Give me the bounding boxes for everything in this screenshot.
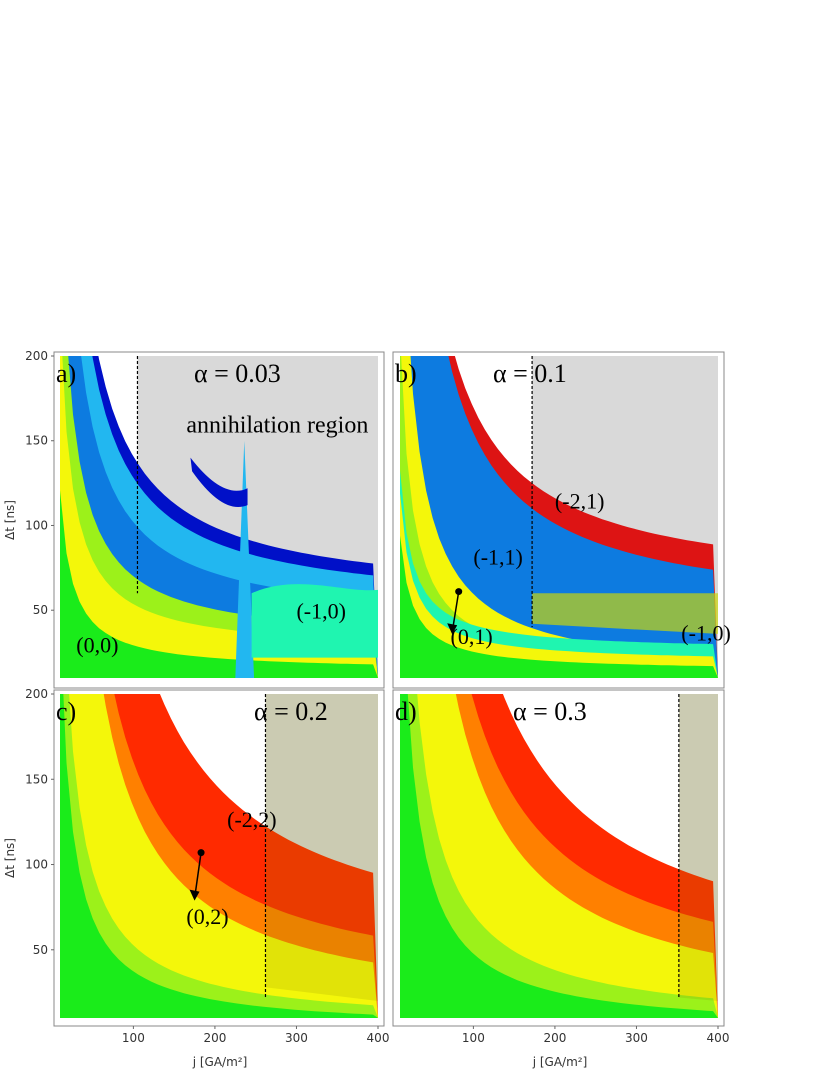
plot-area (400, 356, 718, 678)
arrow-head (447, 623, 458, 635)
panel-label: a) (56, 359, 76, 388)
panel-b: b) α = 0.1 (-2,1) (-1,1) (0,1) (-1,0) (392, 351, 731, 689)
panel-label: c) (56, 697, 76, 726)
plot-area (60, 356, 378, 678)
panel-a: 50 100 150 200 a) α = 0.03 annihilation region… (25, 349, 385, 689)
panel-label: d) (395, 697, 417, 726)
alpha-label: α = 0.03 (194, 359, 281, 388)
y-tick-label: 100 (25, 518, 48, 532)
panel-d: 100 200 300 400 d) α = 0.3 (392, 689, 730, 1045)
panel-frame (53, 689, 385, 1027)
y-axis-label-bottom: Δt [ns] (3, 838, 17, 878)
panel-label: b) (395, 359, 417, 388)
overlap-region (265, 694, 378, 1001)
y-tick-label: 150 (25, 772, 48, 786)
region-label: (-1,0) (681, 621, 730, 646)
panel-frame (392, 689, 725, 1027)
region-label: (0,2) (186, 904, 228, 929)
x-tick-label: 100 (122, 1031, 145, 1045)
y-tick-label: 150 (25, 434, 48, 448)
panel-c: 50 100 150 200 100 200 300 400 c) α = 0.2 (-2,2) (0… (25, 687, 390, 1045)
band-lightgreen (60, 356, 378, 678)
band-green (400, 535, 718, 678)
alpha-label: α = 0.1 (493, 359, 567, 388)
panel-frame (53, 351, 385, 689)
x-tick-label: 300 (285, 1031, 308, 1045)
arrow-head (189, 889, 200, 901)
plot-area (60, 694, 378, 1018)
x-tick-label: 200 (203, 1031, 226, 1045)
band-green (60, 490, 378, 678)
overlap-region (532, 593, 718, 634)
resonance-spike (235, 440, 255, 678)
band-yellow (60, 694, 378, 1018)
region-minus1-0 (251, 584, 378, 658)
y-tick-label: 200 (25, 687, 48, 701)
band-green (60, 694, 378, 1018)
y-tick-label: 200 (25, 349, 48, 363)
region-label: (-1,1) (473, 544, 522, 569)
region-label: (-2,1) (555, 489, 604, 514)
x-tick-label: 300 (625, 1031, 648, 1045)
x-tick-label: 400 (367, 1031, 390, 1045)
x-tick-label: 400 (707, 1031, 730, 1045)
x-axis-label-left: j [GA/m²] (192, 1055, 248, 1069)
region-label: (-2,2) (227, 807, 276, 832)
alpha-label: α = 0.3 (513, 697, 587, 726)
annihilation-label: annihilation region (186, 412, 368, 438)
y-tick-label: 50 (33, 943, 48, 957)
region-label: (0,1) (451, 624, 493, 649)
band-lightgreen (400, 694, 718, 1018)
alpha-label: α = 0.2 (254, 697, 328, 726)
band-green (400, 694, 718, 1018)
overlap-region (678, 694, 718, 1001)
region-label: (-1,0) (296, 599, 345, 624)
x-axis-label-right: j [GA/m²] (532, 1055, 588, 1069)
plot-area (400, 694, 718, 1018)
x-tick-label: 100 (462, 1031, 485, 1045)
y-tick-label: 100 (25, 858, 48, 872)
navy-arc (190, 457, 248, 508)
y-tick-label: 50 (33, 603, 48, 617)
panel-frame (392, 351, 725, 689)
x-tick-label: 200 (543, 1031, 566, 1045)
region-label: (0,0) (76, 633, 118, 658)
y-axis-label-top: Δt [ns] (3, 500, 17, 540)
